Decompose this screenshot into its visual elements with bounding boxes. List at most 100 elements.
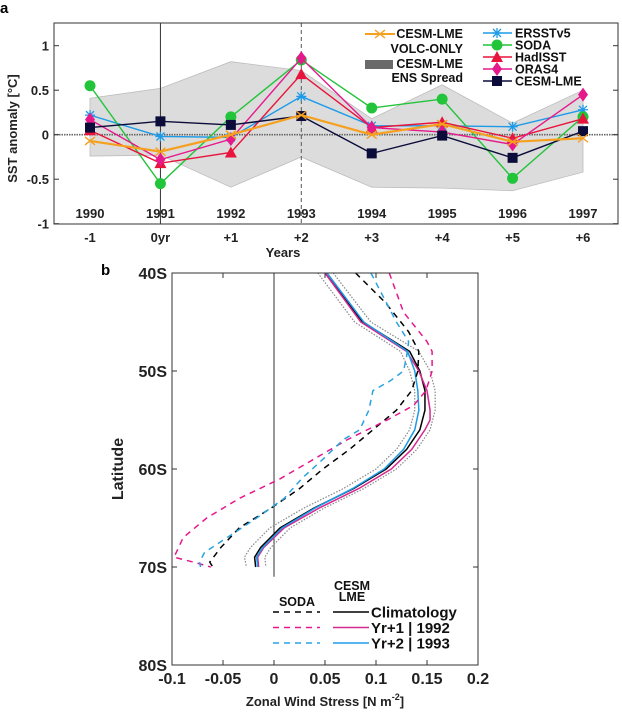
data-point xyxy=(507,121,518,132)
x-axis-label: Zonal Wind Stress [N m-2] xyxy=(246,692,404,709)
y-tick-label: 70S xyxy=(139,560,168,577)
x-axis-label-end: ] xyxy=(400,694,404,709)
data-point xyxy=(507,137,519,147)
x-tick-label: -0.1 xyxy=(158,671,186,688)
data-point xyxy=(366,148,377,159)
ens-spread-area xyxy=(89,61,584,192)
data-point xyxy=(366,102,378,114)
y-tick-label: 40S xyxy=(139,266,168,283)
data-point xyxy=(154,147,166,157)
y-axis-label: Latitude xyxy=(110,438,127,500)
x-tick-label: 0.15 xyxy=(411,671,442,688)
year-label: 1996 xyxy=(498,206,527,221)
legend-label: SODA xyxy=(515,39,551,53)
data-point xyxy=(296,91,307,102)
legend-label: ERSSTv5 xyxy=(515,27,571,41)
series-cesm-lme-volc-only xyxy=(84,110,589,157)
data-point xyxy=(296,51,307,66)
legend-label: Climatology xyxy=(371,605,457,622)
year-label: 1990 xyxy=(76,206,105,221)
data-point xyxy=(366,120,377,135)
legend-marker xyxy=(492,76,502,86)
series-line xyxy=(89,73,584,164)
x-tick-label: -0.05 xyxy=(205,671,242,688)
x-tick-label: 0 xyxy=(270,671,279,688)
x-tick-label: 0.1 xyxy=(365,671,387,688)
data-point xyxy=(84,80,96,92)
legend-marker xyxy=(491,39,503,51)
legend-label: CESM-LME xyxy=(396,57,463,71)
legend-label: HadISST xyxy=(515,51,567,65)
x-tick-label: +3 xyxy=(364,230,379,245)
x-tick-label: +5 xyxy=(505,230,520,245)
series-line xyxy=(89,113,584,153)
legend-label: ENS Spread xyxy=(391,71,463,85)
legend-marker xyxy=(492,62,502,76)
y-tick-label: -0.5 xyxy=(27,172,49,187)
profile-cesm-lme-range-lower xyxy=(243,272,416,568)
data-point xyxy=(225,111,237,123)
x-tick-label: +1 xyxy=(223,230,238,245)
legend-header-soda: SODA xyxy=(279,595,315,609)
year-label: 1995 xyxy=(428,206,457,221)
panel-label: b xyxy=(101,262,110,279)
legend-header-cesm: CESM xyxy=(334,579,370,593)
year-label: 1992 xyxy=(216,206,245,221)
profile-cesm-lme-yr-1-1992 xyxy=(256,272,431,568)
data-point xyxy=(155,116,166,127)
year-label: 1997 xyxy=(569,206,598,221)
legend-label: ORAS4 xyxy=(515,63,558,77)
profile-soda-yr-1-1992 xyxy=(172,272,433,568)
data-point xyxy=(436,119,448,129)
data-point xyxy=(578,104,589,115)
x-tick-label: 0.05 xyxy=(309,671,340,688)
y-axis-label: SST anomaly [°C] xyxy=(5,74,20,183)
series-line xyxy=(89,59,584,185)
data-point xyxy=(577,133,589,143)
x-tick-label: +6 xyxy=(576,230,591,245)
data-point xyxy=(578,126,589,137)
y-tick-label: 80S xyxy=(139,658,168,675)
x-axis-label-main: Zonal Wind Stress [N m xyxy=(246,694,392,709)
data-point xyxy=(295,68,308,80)
data-point xyxy=(155,152,166,167)
x-tick-label: +2 xyxy=(294,230,309,245)
x-axis-label-sup: -2 xyxy=(392,692,400,702)
y-tick-label: 0 xyxy=(42,128,49,143)
data-point xyxy=(507,172,519,184)
data-point xyxy=(155,131,166,142)
y-tick-label: 60S xyxy=(139,462,168,479)
panel-b: b -0.1 -0.05 0 0.05 0.1 0.15 0.2 40S 50S 60S 70S 80S… xyxy=(101,262,489,709)
data-point xyxy=(507,152,518,163)
data-point xyxy=(437,130,448,141)
legend-label: VOLC-ONLY xyxy=(391,42,464,56)
data-point xyxy=(225,119,236,130)
year-label: 1991 xyxy=(146,206,175,221)
series-line xyxy=(89,57,584,161)
year-label: 1993 xyxy=(287,206,316,221)
y-tick-label: -1 xyxy=(37,217,49,232)
profile-soda-climatology xyxy=(208,272,420,568)
y-tick-label: 0.5 xyxy=(31,83,49,98)
data-point xyxy=(436,93,448,105)
x-tick-label: 0yr xyxy=(151,230,171,245)
data-point xyxy=(295,110,307,120)
legend-marker xyxy=(491,51,503,62)
legend-label: CESM-LME xyxy=(396,27,463,41)
data-point xyxy=(225,130,237,140)
panel-label: a xyxy=(0,0,9,17)
profile-cesm-lme-climatology xyxy=(253,272,426,568)
data-point xyxy=(577,112,590,124)
legend-header-lme: LME xyxy=(339,590,365,604)
x-tick-label: +4 xyxy=(435,230,451,245)
legend-label: Yr+1 | 1992 xyxy=(371,620,450,637)
legend-marker xyxy=(374,29,386,39)
data-point xyxy=(84,136,96,146)
x-axis-label: Years xyxy=(266,245,301,260)
x-tick-label: -1 xyxy=(84,230,96,245)
legend-marker xyxy=(492,28,502,38)
